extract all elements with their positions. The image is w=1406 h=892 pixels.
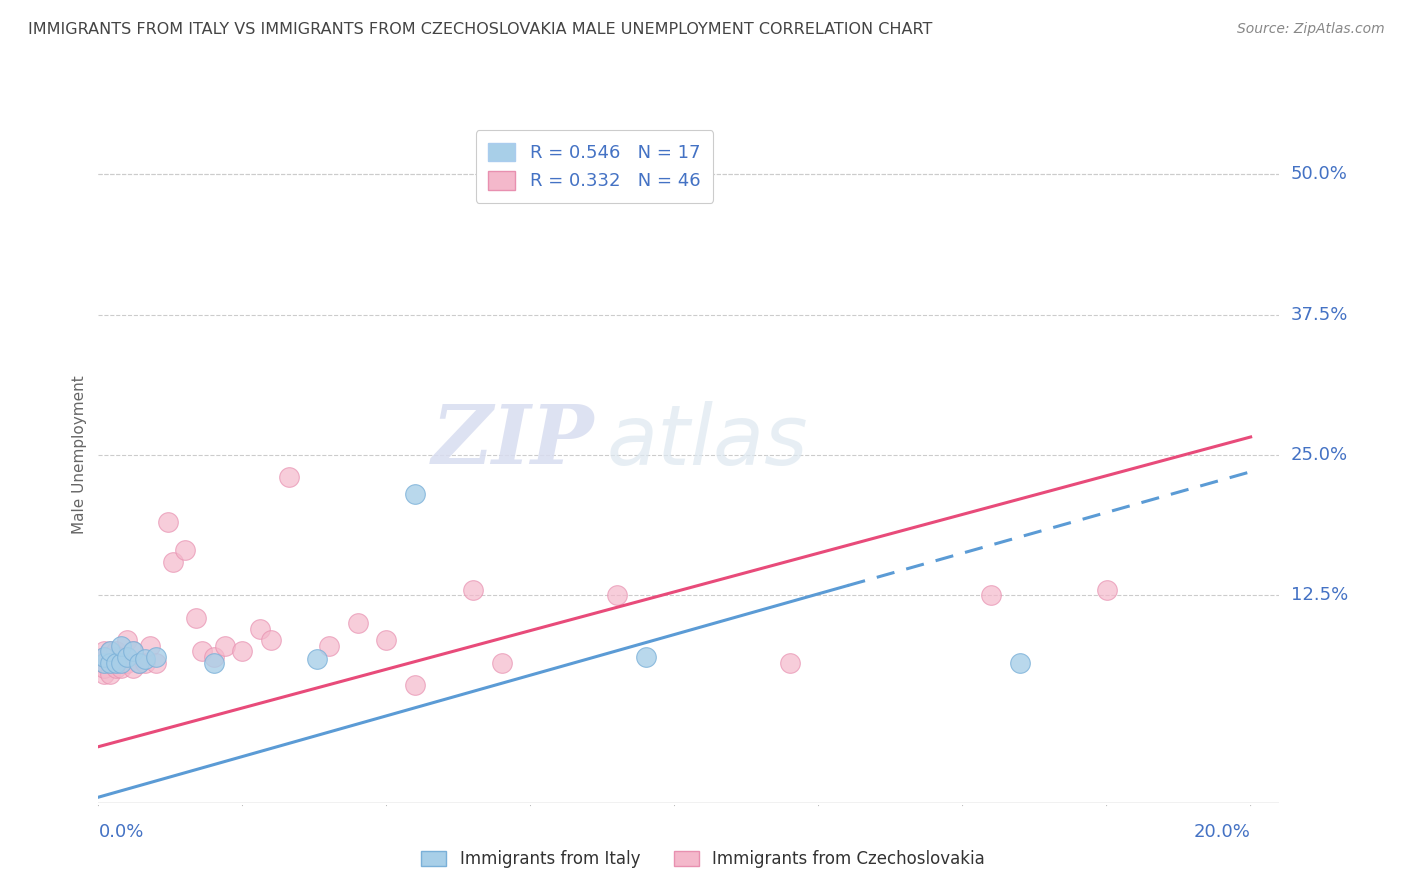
Text: 37.5%: 37.5% — [1291, 306, 1348, 324]
Point — [134, 652, 156, 666]
Point — [98, 644, 121, 658]
Point — [461, 582, 484, 597]
Point — [93, 644, 115, 658]
Point — [122, 644, 145, 658]
Point — [122, 644, 145, 658]
Point — [404, 678, 426, 692]
Text: atlas: atlas — [606, 401, 808, 482]
Point — [779, 656, 801, 670]
Point — [115, 656, 138, 670]
Point — [139, 639, 162, 653]
Point — [93, 656, 115, 670]
Point — [98, 656, 121, 670]
Point — [110, 661, 132, 675]
Point — [93, 656, 115, 670]
Point — [980, 588, 1002, 602]
Text: Source: ZipAtlas.com: Source: ZipAtlas.com — [1237, 22, 1385, 37]
Point — [307, 652, 329, 666]
Point — [93, 649, 115, 664]
Point — [93, 656, 115, 670]
Point — [115, 633, 138, 648]
Legend: R = 0.546   N = 17, R = 0.332   N = 46: R = 0.546 N = 17, R = 0.332 N = 46 — [475, 130, 713, 203]
Point — [110, 649, 132, 664]
Text: 25.0%: 25.0% — [1291, 446, 1348, 464]
Point — [249, 622, 271, 636]
Point — [202, 656, 225, 670]
Point — [375, 633, 398, 648]
Text: IMMIGRANTS FROM ITALY VS IMMIGRANTS FROM CZECHOSLOVAKIA MALE UNEMPLOYMENT CORREL: IMMIGRANTS FROM ITALY VS IMMIGRANTS FROM… — [28, 22, 932, 37]
Text: ZIP: ZIP — [432, 401, 595, 481]
Point — [110, 639, 132, 653]
Point — [93, 649, 115, 664]
Point — [104, 649, 127, 664]
Point — [115, 649, 138, 664]
Point — [231, 644, 253, 658]
Point — [122, 661, 145, 675]
Point — [1095, 582, 1118, 597]
Text: 12.5%: 12.5% — [1291, 586, 1348, 604]
Point — [186, 610, 208, 624]
Point — [145, 656, 167, 670]
Point — [202, 649, 225, 664]
Point — [145, 649, 167, 664]
Point — [104, 656, 127, 670]
Point — [128, 656, 150, 670]
Point — [93, 649, 115, 664]
Point — [128, 656, 150, 670]
Point — [346, 616, 368, 631]
Point — [404, 487, 426, 501]
Point — [104, 661, 127, 675]
Point — [214, 639, 236, 653]
Point — [1010, 656, 1032, 670]
Point — [98, 656, 121, 670]
Point — [260, 633, 283, 648]
Legend: Immigrants from Italy, Immigrants from Czechoslovakia: Immigrants from Italy, Immigrants from C… — [415, 844, 991, 875]
Point — [93, 661, 115, 675]
Point — [606, 588, 628, 602]
Point — [93, 666, 115, 681]
Point — [104, 656, 127, 670]
Point — [162, 555, 184, 569]
Point — [98, 666, 121, 681]
Point — [277, 470, 299, 484]
Point — [318, 639, 340, 653]
Text: 20.0%: 20.0% — [1194, 823, 1251, 841]
Point — [191, 644, 214, 658]
Text: 50.0%: 50.0% — [1291, 165, 1347, 184]
Point — [634, 649, 657, 664]
Text: 0.0%: 0.0% — [98, 823, 143, 841]
Y-axis label: Male Unemployment: Male Unemployment — [72, 376, 87, 534]
Point — [156, 515, 179, 529]
Point — [104, 644, 127, 658]
Point — [173, 543, 195, 558]
Point — [110, 656, 132, 670]
Point — [134, 656, 156, 670]
Point — [98, 644, 121, 658]
Point — [98, 649, 121, 664]
Point — [491, 656, 513, 670]
